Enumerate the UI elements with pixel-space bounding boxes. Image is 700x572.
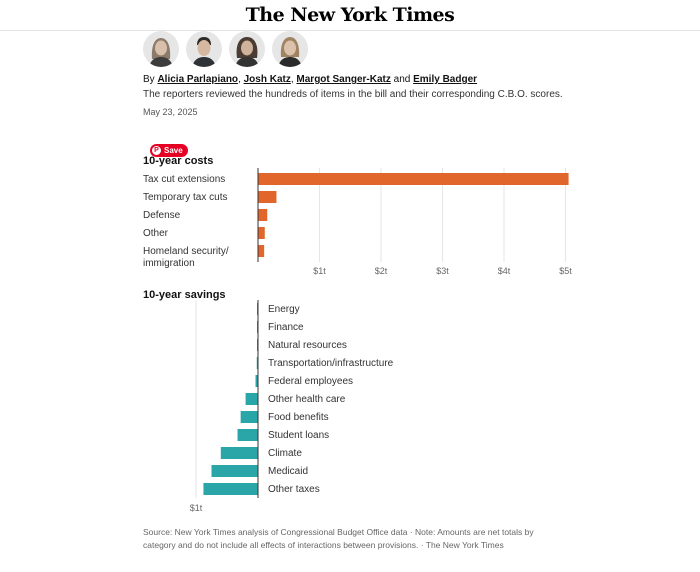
chart-title: 10-year costs bbox=[143, 155, 213, 167]
save-button[interactable]: P Save bbox=[150, 144, 188, 157]
source-note: Source: New York Times analysis of Congr… bbox=[143, 526, 563, 552]
byline-separator: , bbox=[290, 74, 297, 85]
category-label-line: Defense bbox=[143, 210, 181, 221]
category-label: Finance bbox=[268, 322, 304, 333]
author-link[interactable]: Margot Sanger-Katz bbox=[296, 74, 391, 85]
bar bbox=[220, 447, 258, 459]
tick-label: $4t bbox=[498, 266, 511, 276]
masthead: The New York Times bbox=[0, 0, 700, 31]
bar bbox=[203, 483, 258, 495]
category-label-line: Tax cut extensions bbox=[143, 174, 225, 185]
byline-separator: and bbox=[390, 74, 414, 85]
category-label: Transportation/infrastructure bbox=[268, 358, 394, 369]
bar bbox=[258, 209, 268, 221]
category-label: Natural resources bbox=[268, 340, 347, 351]
chart-title: 10-year savings bbox=[143, 289, 226, 301]
tick-label: $5t bbox=[559, 266, 572, 276]
category-label: Homeland security/immigration bbox=[143, 246, 229, 269]
avatar[interactable] bbox=[143, 31, 179, 67]
tick-label: $1t bbox=[190, 503, 203, 513]
category-label: Defense bbox=[143, 210, 181, 221]
bar bbox=[237, 429, 258, 441]
bar bbox=[211, 465, 258, 477]
category-label: Other bbox=[143, 228, 169, 239]
save-button-label: Save bbox=[164, 146, 183, 155]
bar bbox=[255, 375, 258, 387]
bar bbox=[240, 411, 258, 423]
bar bbox=[258, 191, 277, 203]
category-label: Tax cut extensions bbox=[143, 174, 225, 185]
byline-separator: , bbox=[238, 74, 244, 85]
byline-prefix: By bbox=[143, 74, 155, 85]
tick-label: $2t bbox=[375, 266, 388, 276]
credit-text: The New York Times bbox=[425, 540, 504, 550]
category-label: Federal employees bbox=[268, 376, 353, 387]
avatar[interactable] bbox=[272, 31, 308, 67]
author-link[interactable]: Emily Badger bbox=[413, 74, 478, 85]
pinterest-icon: P bbox=[152, 146, 161, 155]
category-label: Other health care bbox=[268, 394, 346, 405]
source-dot: · bbox=[420, 540, 424, 550]
article-dek: The reporters reviewed the hundreds of i… bbox=[143, 89, 563, 100]
category-label: Other taxes bbox=[268, 484, 320, 495]
category-label: Student loans bbox=[268, 430, 329, 441]
bar bbox=[258, 245, 265, 257]
author-link[interactable]: Alicia Parlapiano bbox=[157, 74, 239, 85]
category-label: Food benefits bbox=[268, 412, 329, 423]
category-label-line: Temporary tax cuts bbox=[143, 192, 227, 203]
category-label-line: immigration bbox=[143, 258, 195, 269]
tick-label: $3t bbox=[436, 266, 449, 276]
byline: By Alicia Parlapiano, Josh Katz, Margot … bbox=[143, 74, 477, 85]
author-link[interactable]: Josh Katz bbox=[243, 74, 291, 85]
source-text: Source: New York Times analysis of Congr… bbox=[143, 527, 408, 537]
category-label: Medicaid bbox=[268, 466, 308, 477]
avatar[interactable] bbox=[186, 31, 222, 67]
tick-label: $1t bbox=[313, 266, 326, 276]
category-label: Energy bbox=[268, 304, 300, 315]
category-label-line: Homeland security/ bbox=[143, 246, 229, 257]
category-label-line: Other bbox=[143, 228, 169, 239]
bar bbox=[256, 357, 258, 369]
avatar[interactable] bbox=[229, 31, 265, 67]
note-text: Note: Amounts are net totals by category… bbox=[143, 527, 534, 550]
nyt-logo[interactable]: The New York Times bbox=[245, 4, 455, 26]
source-dot: · bbox=[409, 527, 413, 537]
bar bbox=[258, 227, 265, 239]
publish-date: May 23, 2025 bbox=[143, 107, 198, 117]
bar bbox=[245, 393, 258, 405]
bar bbox=[258, 173, 569, 185]
category-label: Climate bbox=[268, 448, 302, 459]
category-label: Temporary tax cuts bbox=[143, 192, 227, 203]
